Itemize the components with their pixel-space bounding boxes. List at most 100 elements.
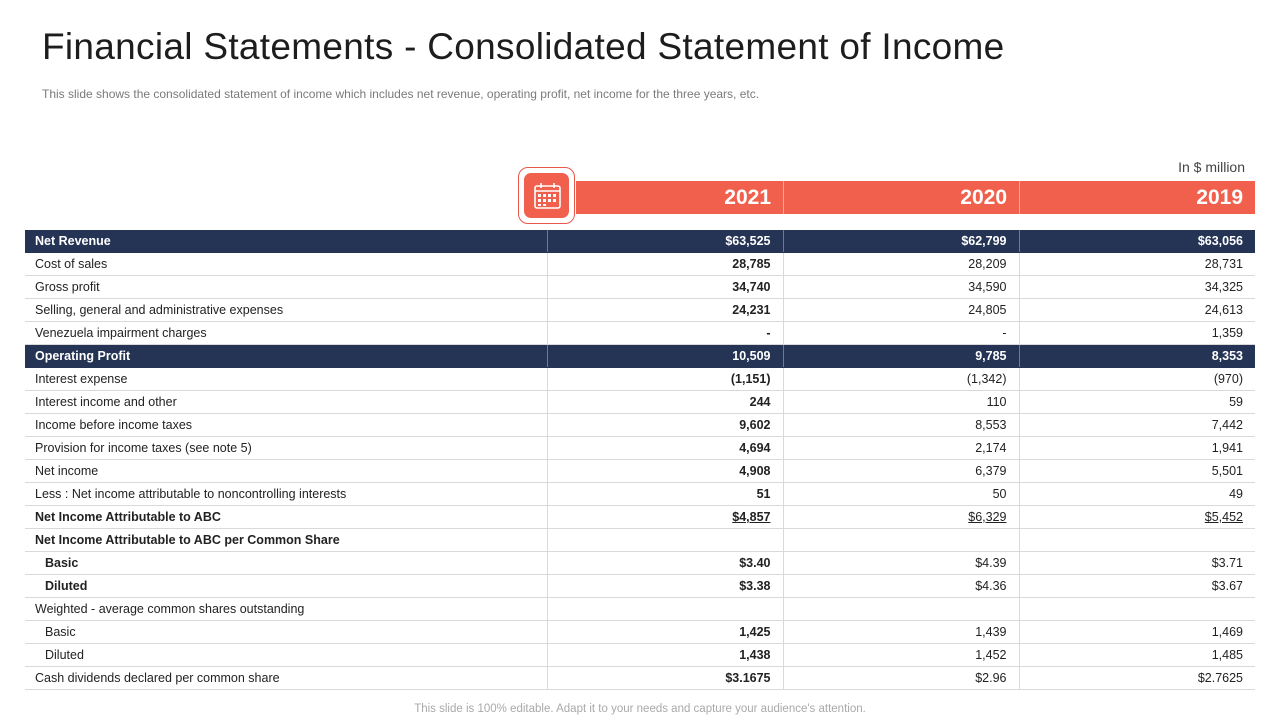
value-2020: 1,452 <box>782 643 1019 667</box>
year-2019-header: 2019 <box>1019 181 1255 214</box>
value-2019-cell: $5,452 <box>1018 505 1255 529</box>
value-2021: 28,785 <box>546 252 783 276</box>
value-2021: 24,231 <box>546 298 783 322</box>
value-2019: 5,501 <box>1018 459 1255 483</box>
value-2021: 4,694 <box>546 436 783 460</box>
value-2019: 34,325 <box>1018 275 1255 299</box>
table-row: Income before income taxes 9,602 8,553 7… <box>25 413 1255 437</box>
value-2021: $4,857 <box>732 510 771 524</box>
value-2020: 6,379 <box>782 459 1019 483</box>
value-2019: 1,359 <box>1018 321 1255 345</box>
value-2020: 28,209 <box>782 252 1019 276</box>
value-2019: 7,442 <box>1018 413 1255 437</box>
value-2020: 24,805 <box>782 298 1019 322</box>
value-2019: $3.67 <box>1018 574 1255 598</box>
page-subtitle: This slide shows the consolidated statem… <box>42 87 760 101</box>
value-2020: 1,439 <box>782 620 1019 644</box>
value-2021: $63,525 <box>546 230 783 253</box>
value-2021: 9,602 <box>546 413 783 437</box>
row-label: Cost of sales <box>25 252 547 276</box>
value-2021: (1,151) <box>546 367 783 391</box>
year-2020-header: 2020 <box>783 181 1019 214</box>
value-2021: $3.1675 <box>546 666 783 690</box>
value-2019 <box>1018 597 1255 621</box>
row-label: Provision for income taxes (see note 5) <box>25 436 547 460</box>
table-row: Net income 4,908 6,379 5,501 <box>25 459 1255 483</box>
value-2019: $63,056 <box>1018 230 1255 253</box>
value-2020: 9,785 <box>782 344 1019 368</box>
table-row: Basic 1,425 1,439 1,469 <box>25 620 1255 644</box>
value-2020: $62,799 <box>782 230 1019 253</box>
table-row: Less : Net income attributable to noncon… <box>25 482 1255 506</box>
value-2021: 1,425 <box>546 620 783 644</box>
table-row: Cash dividends declared per common share… <box>25 666 1255 690</box>
value-2020: $6,329 <box>968 510 1007 524</box>
value-2019: 49 <box>1018 482 1255 506</box>
unit-label: In $ million <box>1178 159 1245 175</box>
row-label: Gross profit <box>25 275 547 299</box>
value-2021: 34,740 <box>546 275 783 299</box>
table-row: Cost of sales 28,785 28,209 28,731 <box>25 252 1255 276</box>
value-2021-cell: $4,857 <box>546 505 783 529</box>
value-2021 <box>546 528 783 552</box>
value-2019: $2.7625 <box>1018 666 1255 690</box>
value-2021: $3.38 <box>546 574 783 598</box>
value-2021: 244 <box>546 390 783 414</box>
table-row: Net Income Attributable to ABC per Commo… <box>25 528 1255 552</box>
row-label: Cash dividends declared per common share <box>25 666 547 690</box>
table-row: Diluted 1,438 1,452 1,485 <box>25 643 1255 667</box>
row-label: Net Income Attributable to ABC <box>25 505 547 529</box>
value-2020: (1,342) <box>782 367 1019 391</box>
value-2019: 8,353 <box>1018 344 1255 368</box>
value-2019: 59 <box>1018 390 1255 414</box>
value-2021: 10,509 <box>546 344 783 368</box>
value-2020: 2,174 <box>782 436 1019 460</box>
table-row: Weighted - average common shares outstan… <box>25 597 1255 621</box>
value-2019: 28,731 <box>1018 252 1255 276</box>
table-row: Basic $3.40 $4.39 $3.71 <box>25 551 1255 575</box>
table-row: Net Income Attributable to ABC $4,857 $6… <box>25 505 1255 529</box>
value-2020: $4.39 <box>782 551 1019 575</box>
value-2019: 1,485 <box>1018 643 1255 667</box>
row-label: Weighted - average common shares outstan… <box>25 597 547 621</box>
calendar-badge <box>518 167 575 224</box>
year-header-bar: 2021 2020 2019 <box>576 181 1255 214</box>
row-label: Interest expense <box>25 367 547 391</box>
row-label: Less : Net income attributable to noncon… <box>25 482 547 506</box>
value-2020 <box>782 528 1019 552</box>
income-statement-table: Net Revenue $63,525 $62,799 $63,056 Cost… <box>25 230 1255 690</box>
value-2020: - <box>782 321 1019 345</box>
table-row: Net Revenue $63,525 $62,799 $63,056 <box>25 230 1255 253</box>
value-2021: 1,438 <box>546 643 783 667</box>
table-row: Provision for income taxes (see note 5) … <box>25 436 1255 460</box>
row-label: Net Revenue <box>25 230 547 253</box>
row-label: Basic <box>25 620 547 644</box>
calendar-icon <box>534 183 561 209</box>
value-2019: $3.71 <box>1018 551 1255 575</box>
page-title: Financial Statements - Consolidated Stat… <box>42 26 1005 67</box>
value-2021 <box>546 597 783 621</box>
value-2020: 50 <box>782 482 1019 506</box>
row-label: Venezuela impairment charges <box>25 321 547 345</box>
value-2019: $5,452 <box>1204 510 1243 524</box>
year-2021-header: 2021 <box>724 186 771 209</box>
row-label: Diluted <box>25 643 547 667</box>
value-2020 <box>782 597 1019 621</box>
row-label: Interest income and other <box>25 390 547 414</box>
footer-note: This slide is 100% editable. Adapt it to… <box>414 703 866 715</box>
value-2021: - <box>546 321 783 345</box>
value-2019: (970) <box>1018 367 1255 391</box>
value-2019: 1,941 <box>1018 436 1255 460</box>
value-2020: 110 <box>782 390 1019 414</box>
value-2021: $3.40 <box>546 551 783 575</box>
row-label: Income before income taxes <box>25 413 547 437</box>
value-2020-cell: $6,329 <box>782 505 1019 529</box>
value-2019 <box>1018 528 1255 552</box>
row-label: Diluted <box>25 574 547 598</box>
row-label: Net Income Attributable to ABC per Commo… <box>25 528 547 552</box>
table-row: Diluted $3.38 $4.36 $3.67 <box>25 574 1255 598</box>
value-2021: 4,908 <box>546 459 783 483</box>
row-label: Basic <box>25 551 547 575</box>
table-row: Gross profit 34,740 34,590 34,325 <box>25 275 1255 299</box>
value-2020: 8,553 <box>782 413 1019 437</box>
